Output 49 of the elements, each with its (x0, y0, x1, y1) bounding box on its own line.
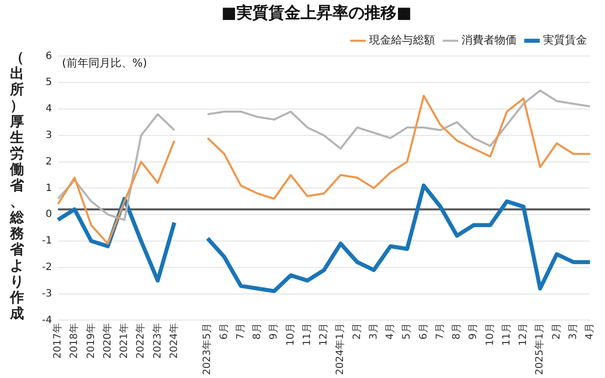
y-tick-label: 5 (46, 77, 52, 88)
x-tick-label: 6月 (218, 323, 230, 340)
y-tick-label: -4 (42, 314, 52, 326)
x-tick-label: 8月 (252, 323, 264, 340)
x-tick-label: 7月 (235, 323, 246, 340)
legend-label: 実質賃金 (543, 34, 587, 47)
y-tick-label: 1 (46, 182, 52, 194)
x-tick-label: 3月 (568, 323, 579, 340)
x-tick-label: 4月 (385, 323, 396, 340)
x-tick-label: 2023年5月 (201, 323, 214, 375)
x-tick-label: 5月 (402, 323, 413, 340)
y-tick-label: 0 (46, 209, 52, 220)
x-tick-label: 3月 (368, 323, 380, 340)
x-tick-label: 9月 (268, 323, 280, 340)
x-tick-label: 2月 (551, 323, 562, 340)
x-tick-label: 2020年 (101, 323, 114, 359)
x-tick-label: 2023年 (151, 323, 164, 359)
y-axis-title: (前年同月比、%) (62, 56, 148, 70)
y-tick-label: 6 (46, 50, 52, 62)
x-tick-label: 2021年 (118, 323, 130, 359)
x-tick-label: 12月 (318, 323, 330, 346)
x-tick-label: 7月 (434, 323, 446, 340)
x-tick-label: 2022年 (134, 323, 147, 359)
y-tick-label: -3 (42, 288, 52, 300)
legend-label: 現金給与総額 (369, 34, 435, 47)
y-tick-label: 2 (46, 156, 52, 168)
x-tick-label: 2024年1月 (334, 323, 346, 375)
x-tick-label: 10月 (484, 323, 496, 346)
x-tick-label: 12月 (518, 323, 530, 346)
y-tick-label: 3 (46, 130, 52, 141)
y-tick-label: -1 (42, 236, 52, 247)
x-tick-label: 2月 (352, 323, 363, 340)
x-tick-label: 2025年1月 (534, 323, 546, 375)
x-tick-label: 2017年 (52, 323, 64, 359)
x-tick-label: 2019年 (84, 323, 97, 359)
x-tick-label: 10月 (285, 323, 296, 346)
x-tick-label: 9月 (468, 323, 480, 340)
legend-label: 消費者物価 (462, 34, 516, 47)
x-tick-label: 2018年 (68, 323, 80, 359)
text: （出所）厚生労働省、総務省より作成 (10, 50, 24, 322)
chart-title: ■実質賃金上昇率の推移■ (221, 2, 412, 22)
x-tick-label: 4月 (584, 323, 596, 340)
y-tick-label: -2 (42, 262, 52, 273)
x-tick-label: 6月 (418, 323, 430, 340)
y-tick-label: 4 (46, 104, 52, 115)
x-tick-label: 11月 (302, 323, 313, 346)
x-tick-label: 2024年 (168, 323, 180, 359)
x-tick-label: 11月 (501, 323, 512, 346)
x-tick-label: 8月 (452, 323, 463, 340)
